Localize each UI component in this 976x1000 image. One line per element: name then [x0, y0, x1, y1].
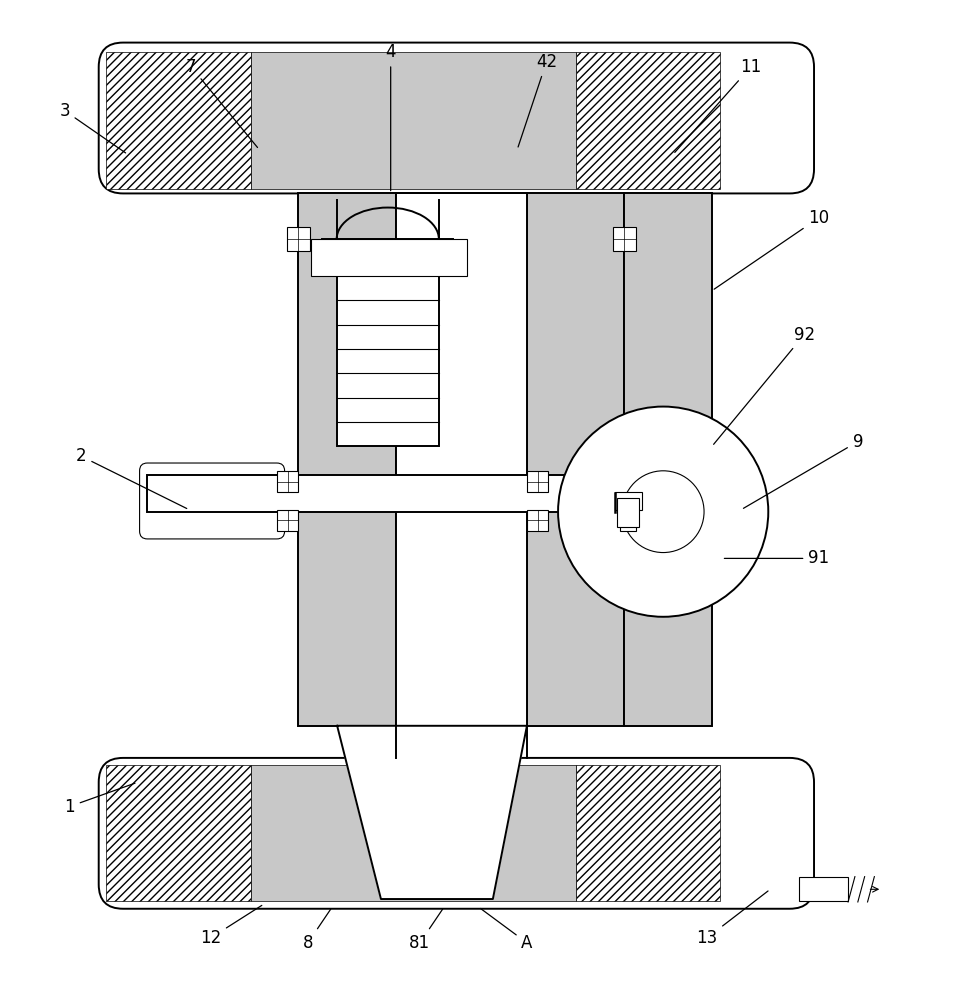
- Polygon shape: [337, 726, 527, 899]
- Text: 8: 8: [303, 909, 331, 952]
- Text: 10: 10: [714, 209, 830, 289]
- Bar: [799, 877, 848, 901]
- Text: 4: 4: [386, 43, 396, 191]
- Bar: [395, 193, 527, 726]
- Text: 92: 92: [713, 326, 815, 444]
- Bar: [251, 52, 576, 189]
- Bar: [617, 498, 639, 527]
- Bar: [527, 510, 549, 531]
- Bar: [615, 492, 642, 510]
- Circle shape: [558, 407, 768, 617]
- Bar: [299, 193, 395, 726]
- FancyBboxPatch shape: [99, 43, 814, 193]
- Bar: [337, 276, 439, 446]
- Bar: [620, 508, 636, 531]
- Bar: [106, 52, 251, 189]
- Text: 42: 42: [518, 53, 557, 147]
- Bar: [277, 510, 299, 531]
- Bar: [311, 239, 467, 276]
- Text: 11: 11: [674, 58, 761, 152]
- Text: 12: 12: [200, 905, 262, 947]
- Bar: [625, 193, 712, 726]
- Bar: [106, 765, 251, 901]
- Text: 2: 2: [76, 447, 186, 508]
- Bar: [287, 227, 310, 251]
- Text: 91: 91: [724, 549, 830, 567]
- FancyBboxPatch shape: [99, 758, 814, 909]
- Text: 9: 9: [744, 433, 863, 508]
- Bar: [251, 765, 576, 901]
- Text: A: A: [480, 908, 533, 952]
- Bar: [576, 52, 719, 189]
- Text: 1: 1: [64, 783, 135, 816]
- Bar: [277, 471, 299, 492]
- Text: 13: 13: [696, 891, 768, 947]
- Bar: [527, 193, 625, 726]
- Circle shape: [623, 471, 704, 553]
- Bar: [613, 227, 636, 251]
- FancyBboxPatch shape: [140, 463, 285, 539]
- Bar: [527, 471, 549, 492]
- Text: 81: 81: [409, 909, 443, 952]
- Text: 3: 3: [60, 102, 126, 153]
- Bar: [147, 475, 615, 512]
- Text: 7: 7: [185, 58, 258, 147]
- Bar: [576, 765, 719, 901]
